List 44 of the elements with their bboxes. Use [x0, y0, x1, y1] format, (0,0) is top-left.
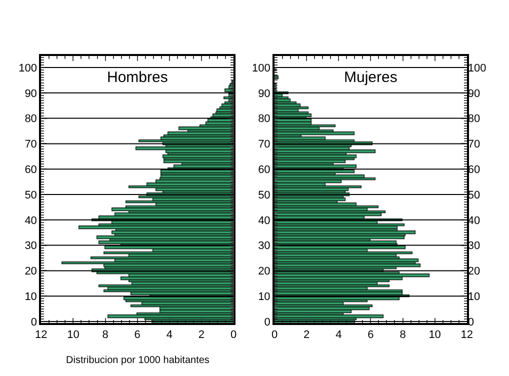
- x-tick-label: 6: [368, 328, 374, 341]
- y-tick-label: 80: [24, 113, 37, 126]
- y2-tick-label: 30: [468, 240, 480, 252]
- x-tick-label: 10: [428, 328, 441, 341]
- y2-tick-label: 70: [468, 138, 480, 151]
- y-tick-label: 20: [24, 266, 37, 278]
- x-tick-label: 10: [67, 328, 80, 341]
- y-tick-label: 70: [258, 138, 270, 151]
- x-tick-label: 8: [102, 328, 108, 341]
- y-tick-label: 100: [18, 62, 37, 74]
- y-tick-label: 30: [258, 240, 270, 252]
- x-tick-label: 12: [460, 328, 473, 341]
- y-tick-label: 50: [258, 189, 270, 202]
- y-tick-label: 60: [24, 164, 37, 176]
- x-tick-label: 0: [230, 328, 237, 341]
- x-axis-title: Distribucion por 1000 habitantes: [66, 355, 210, 366]
- y-tick-label: 90: [24, 88, 37, 100]
- x-tick-label: 4: [336, 328, 342, 341]
- y-tick-label: 70: [24, 138, 37, 151]
- y-tick-label: 90: [258, 88, 270, 100]
- text: Hombres: [107, 69, 168, 86]
- y-tick-label: 30: [24, 240, 37, 252]
- y2-tick-label: 40: [468, 214, 480, 227]
- y-tick-label: 10: [258, 290, 270, 303]
- text: Mujeres: [344, 69, 398, 86]
- y-tick-label: 20: [258, 266, 270, 278]
- y-tick-label: 40: [24, 214, 37, 227]
- y-tick-label: 100: [252, 62, 270, 74]
- y2-tick-label: 10: [468, 290, 480, 303]
- y-tick-label: 60: [258, 164, 270, 176]
- y-tick-label: 10: [24, 290, 37, 303]
- y-tick-label: 0: [30, 316, 37, 328]
- y-tick-label: 40: [258, 214, 270, 227]
- y-tick-label: 50: [24, 189, 37, 202]
- x-tick-label: 2: [304, 328, 310, 341]
- x-tick-label: 2: [198, 328, 205, 341]
- y2-tick-label: 20: [468, 266, 480, 278]
- y-tick-label: 0: [264, 316, 270, 328]
- x-tick-label: 8: [400, 328, 406, 341]
- y2-tick-label: 100: [468, 62, 486, 74]
- x-tick-label: 12: [35, 328, 48, 341]
- x-tick-label: 6: [134, 328, 140, 341]
- y-tick-label: 80: [258, 113, 270, 126]
- x-tick-label: 4: [166, 328, 172, 341]
